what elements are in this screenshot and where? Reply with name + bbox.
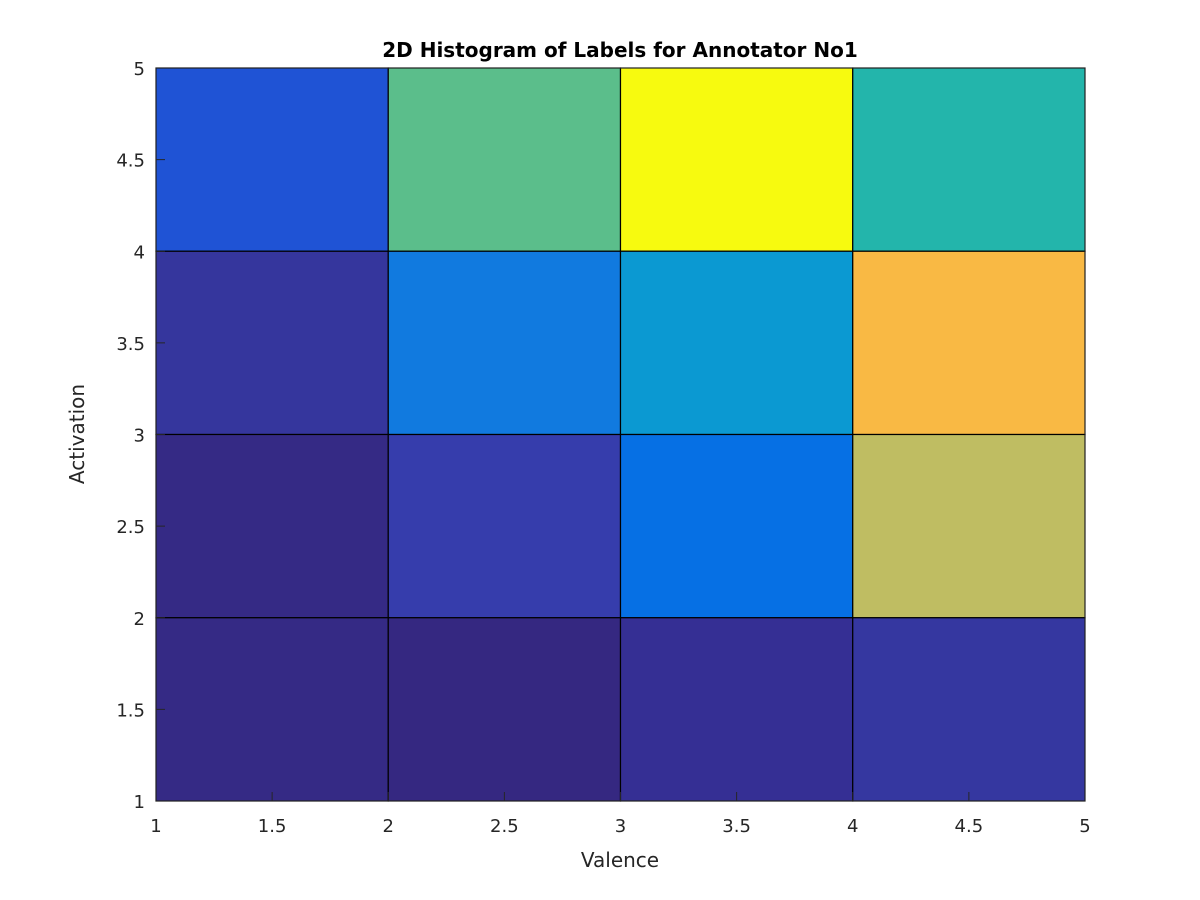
y-tick-label: 1: [134, 792, 145, 813]
x-tick-label: 4: [847, 816, 858, 837]
heatmap-cell: [852, 250, 1086, 436]
heatmap-cell: [852, 67, 1086, 252]
heatmap-cell: [619, 617, 854, 802]
y-tick-label: 5: [134, 59, 145, 80]
x-tick-label: 3.5: [722, 816, 751, 837]
heatmap-cell: [619, 433, 854, 619]
heatmap-cell: [387, 250, 622, 436]
x-axis-label: Valence: [581, 848, 659, 872]
heatmap-cell: [155, 67, 389, 252]
heatmap-cells: [155, 67, 1086, 802]
heatmap-cell: [852, 433, 1086, 619]
y-tick-label: 4: [134, 242, 145, 263]
x-tick-label: 2: [383, 816, 394, 837]
x-tick-label: 3: [615, 816, 626, 837]
heatmap-cell: [155, 250, 389, 436]
heatmap-cell: [852, 617, 1086, 802]
x-tick-label: 5: [1079, 816, 1090, 837]
y-tick-label: 2: [134, 609, 145, 630]
x-tick-label: 4.5: [955, 816, 984, 837]
chart-title: 2D Histogram of Labels for Annotator No1: [382, 38, 858, 62]
y-axis-label: Activation: [65, 384, 89, 484]
heatmap-cell: [387, 67, 622, 252]
y-axis-ticks: 1 1.5 2 2.5 3 3.5 4 4.5 5: [116, 59, 165, 813]
x-tick-label: 1.5: [258, 816, 287, 837]
x-axis-ticks: 1 1.5 2 2.5 3 3.5 4 4.5 5: [150, 792, 1091, 837]
heatmap-cell: [155, 433, 389, 619]
heatmap-cell: [155, 617, 389, 802]
y-tick-label: 1.5: [116, 700, 145, 721]
x-tick-label: 2.5: [490, 816, 519, 837]
heatmap-cell: [619, 250, 854, 436]
y-tick-label: 3.5: [116, 334, 145, 355]
y-tick-label: 4.5: [116, 151, 145, 172]
x-tick-label: 1: [150, 816, 161, 837]
y-tick-label: 2.5: [116, 517, 145, 538]
heatmap-cell: [387, 617, 622, 802]
y-tick-label: 3: [134, 426, 145, 447]
heatmap-cell: [619, 67, 854, 252]
heatmap-cell: [387, 433, 622, 619]
